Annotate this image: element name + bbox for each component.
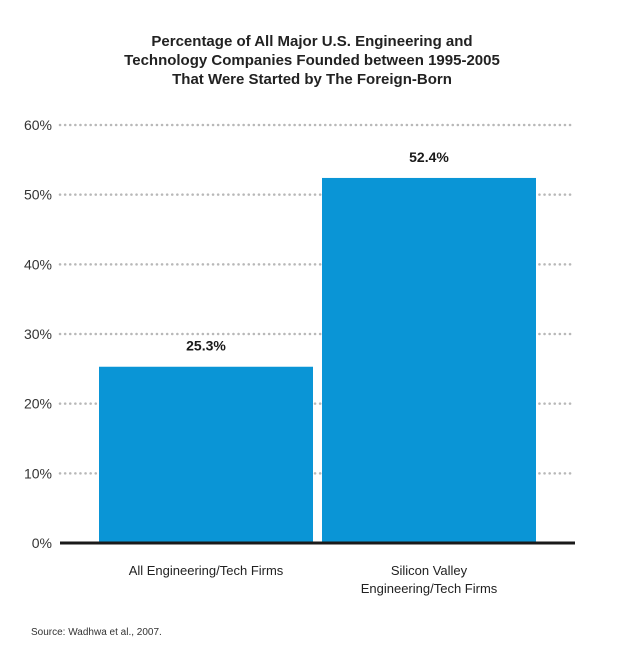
x-axis-labels: All Engineering/Tech Firms Silicon Valley… [129, 563, 498, 596]
y-tick-label: 50% [24, 187, 52, 203]
chart-title-line: Percentage of All Major U.S. Engineering… [151, 33, 473, 50]
source-note: Source: Wadhwa et al., 2007. [31, 627, 162, 638]
bars [99, 177, 536, 544]
chart-title-line: Technology Companies Founded between 199… [124, 52, 500, 69]
y-tick-label: 60% [24, 117, 52, 133]
y-axis-ticks: 0% 10% 20% 30% 40% 50% 60% [24, 117, 52, 551]
y-tick-label: 40% [24, 256, 52, 272]
x-category-label: Engineering/Tech Firms [361, 581, 498, 596]
bar [322, 177, 536, 544]
y-tick-label: 10% [24, 465, 52, 481]
chart-title-line: That Were Started by The Foreign-Born [172, 71, 452, 88]
x-category-label: All Engineering/Tech Firms [129, 563, 284, 578]
y-tick-label: 30% [24, 326, 52, 342]
chart-title: Percentage of All Major U.S. Engineering… [0, 32, 624, 89]
bar-value-label: 52.4% [409, 149, 449, 165]
y-tick-label: 20% [24, 396, 52, 412]
bar-value-label: 25.3% [186, 338, 226, 354]
x-category-label: Silicon Valley [391, 563, 468, 578]
bar [99, 366, 313, 543]
y-tick-label: 0% [32, 535, 52, 551]
value-labels: 25.3% 52.4% [186, 149, 449, 354]
